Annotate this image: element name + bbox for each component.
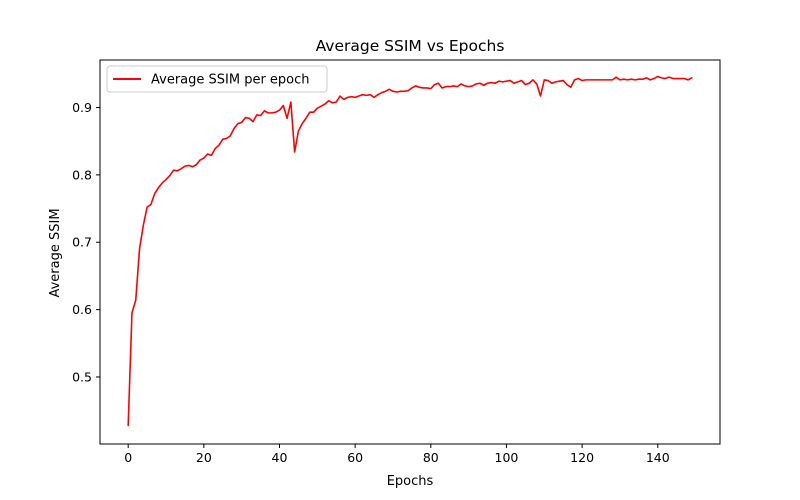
x-tick-label: 100 [495,450,519,465]
x-tick-label: 40 [272,450,288,465]
x-tick-label: 120 [570,450,594,465]
x-tick-label: 60 [347,450,363,465]
axes-frame [99,59,721,445]
x-tick-label: 80 [423,450,439,465]
x-tick-label: 140 [646,450,670,465]
x-tick-label: 0 [124,450,132,465]
x-axis-ticks: 0 20 40 60 80 100 120 140 [124,444,670,465]
x-tick-label: 20 [196,450,212,465]
x-axis-label: Epochs [387,474,434,489]
y-tick-label: 0.5 [72,369,92,384]
legend-box [106,65,328,93]
y-axis-ticks: 0.5 0.6 0.7 0.8 0.9 [72,100,100,384]
legend: Average SSIM per epoch [106,65,328,93]
y-tick-label: 0.7 [72,235,92,250]
series-line [127,75,693,427]
plot-area [127,75,693,427]
y-tick-label: 0.9 [72,100,92,115]
chart-title: Average SSIM vs Epochs [316,37,505,55]
y-axis-label: Average SSIM [48,208,63,297]
legend-label: Average SSIM per epoch [151,73,310,88]
y-tick-label: 0.6 [72,302,92,317]
y-tick-label: 0.8 [72,167,92,182]
